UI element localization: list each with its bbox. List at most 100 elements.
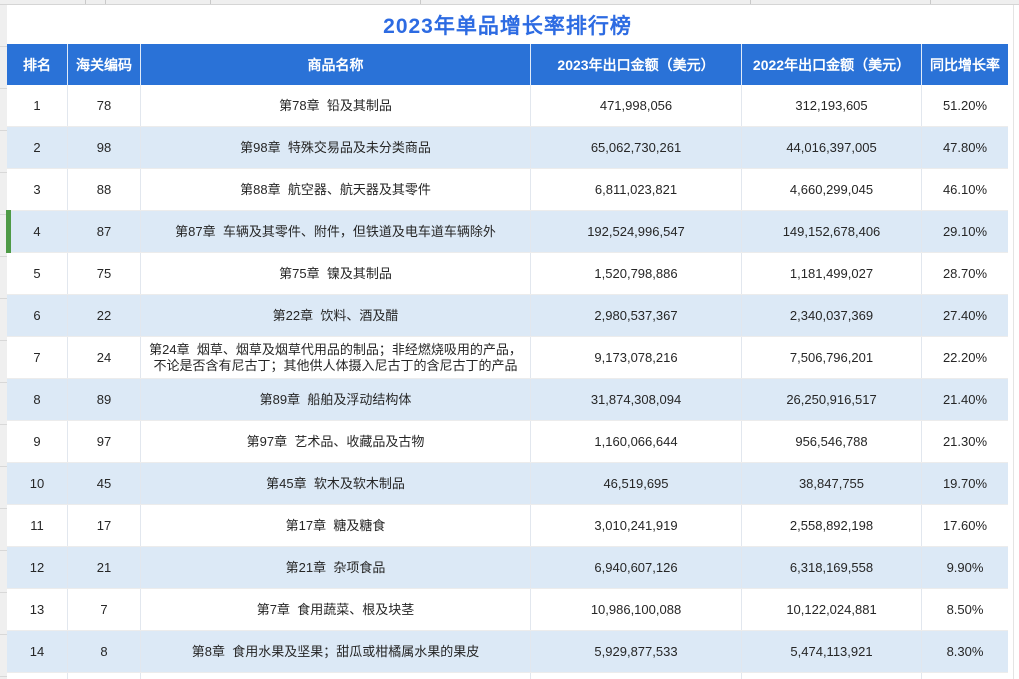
empty-cell[interactable] (68, 673, 141, 679)
cell-product-name[interactable]: 第88章 航空器、航天器及其零件 (141, 169, 531, 210)
cell-product-name[interactable]: 第17章 糖及糖食 (141, 505, 531, 546)
cell-amount-2022[interactable]: 4,660,299,045 (742, 169, 922, 210)
cell-amount-2023[interactable]: 31,874,308,094 (531, 379, 742, 420)
cell-growth-rate[interactable]: 19.70% (942, 475, 988, 491)
cell-amount-2022[interactable]: 7,506,796,201 (742, 337, 922, 378)
cell-customs-code[interactable]: 97 (68, 421, 141, 462)
cell-product-name[interactable]: 第87章 车辆及其零件、附件，但铁道及电车道车辆除外 (141, 211, 531, 252)
cell-amount-2023[interactable]: 10,986,100,088 (531, 589, 742, 630)
cell-product-name[interactable]: 第78章 铅及其制品 (141, 85, 531, 126)
cell-rank[interactable]: 14 (7, 631, 68, 672)
cell-amount-2022[interactable]: 6,318,169,558 (742, 547, 922, 588)
cell-amount-2023[interactable]: 1,520,798,886 (531, 253, 742, 294)
cell-customs-code[interactable]: 89 (68, 379, 141, 420)
cell-amount-2022[interactable]: 2,558,892,198 (742, 505, 922, 546)
cell-amount-2023[interactable]: 471,998,056 (531, 85, 742, 126)
cell-amount-2023[interactable]: 1,160,066,644 (531, 421, 742, 462)
cell-amount-2022[interactable]: 44,016,397,005 (742, 127, 922, 168)
cell-amount-2022[interactable]: 26,250,916,517 (742, 379, 922, 420)
cell-customs-code[interactable]: 78 (68, 85, 141, 126)
cell-growth-rate[interactable]: 28.70% (942, 265, 988, 281)
empty-cell[interactable] (7, 673, 68, 679)
cell-customs-code[interactable]: 8 (68, 631, 141, 672)
cell-customs-code[interactable]: 7 (68, 589, 141, 630)
cell-amount-2023[interactable]: 6,940,607,126 (531, 547, 742, 588)
cell-growth-rate[interactable]: 21.30% (942, 433, 988, 449)
cell-amount-2022[interactable]: 10,122,024,881 (742, 589, 922, 630)
cell-rank[interactable]: 3 (7, 169, 68, 210)
table-row: 2 98 第98章 特殊交易品及未分类商品 65,062,730,261 44,… (7, 127, 1008, 169)
cell-growth-rate[interactable]: 17.60% (942, 517, 988, 533)
cell-amount-2022[interactable]: 1,181,499,027 (742, 253, 922, 294)
cell-customs-code[interactable]: 24 (68, 337, 141, 378)
cell-amount-2023[interactable]: 3,010,241,919 (531, 505, 742, 546)
header-amount-2022[interactable]: 2022年出口金额（美元） (742, 44, 922, 85)
header-growth-rate[interactable]: 同比增长率 (930, 56, 1000, 73)
cell-growth-rate[interactable]: 51.20% (942, 97, 988, 113)
cell-product-name[interactable]: 第89章 船舶及浮动结构体 (141, 379, 531, 420)
header-amount-2023[interactable]: 2023年出口金额（美元） (531, 44, 742, 85)
cell-product-name[interactable]: 第22章 饮料、酒及醋 (141, 295, 531, 336)
cell-rank[interactable]: 12 (7, 547, 68, 588)
cell-growth-rate[interactable]: 21.40% (942, 391, 988, 407)
cell-growth-rate[interactable]: 27.40% (942, 307, 988, 323)
cell-amount-2023[interactable]: 9,173,078,216 (531, 337, 742, 378)
cell-rank[interactable]: 13 (7, 589, 68, 630)
cell-rank[interactable]: 1 (7, 85, 68, 126)
empty-cell[interactable] (742, 673, 922, 679)
cell-amount-2023[interactable]: 5,929,877,533 (531, 631, 742, 672)
table-row: 3 88 第88章 航空器、航天器及其零件 6,811,023,821 4,66… (7, 169, 1008, 211)
header-rank[interactable]: 排名 (7, 44, 68, 85)
cell-rank[interactable]: 5 (7, 253, 68, 294)
cell-rank[interactable]: 9 (7, 421, 68, 462)
row-selection-indicator (6, 210, 11, 253)
cell-rank[interactable]: 2 (7, 127, 68, 168)
cell-amount-2022[interactable]: 149,152,678,406 (742, 211, 922, 252)
cell-product-name[interactable]: 第21章 杂项食品 (141, 547, 531, 588)
cell-customs-code[interactable]: 45 (68, 463, 141, 504)
cell-growth-rate[interactable]: 8.30% (946, 643, 984, 659)
empty-cell[interactable] (922, 673, 1008, 679)
cell-customs-code[interactable]: 75 (68, 253, 141, 294)
cell-amount-2023[interactable]: 6,811,023,821 (531, 169, 742, 210)
cell-customs-code[interactable]: 87 (68, 211, 141, 252)
header-product-name[interactable]: 商品名称 (141, 44, 531, 85)
cell-rank[interactable]: 4 (7, 211, 68, 252)
cell-amount-2022[interactable]: 38,847,755 (742, 463, 922, 504)
table-row: 4 87 第87章 车辆及其零件、附件，但铁道及电车道车辆除外 192,524,… (6, 210, 1008, 253)
cell-customs-code[interactable]: 21 (68, 547, 141, 588)
cell-rank[interactable]: 11 (7, 505, 68, 546)
cell-growth-rate[interactable]: 9.90% (946, 559, 984, 575)
cell-growth-rate[interactable]: 8.50% (946, 601, 984, 617)
cell-customs-code[interactable]: 88 (68, 169, 141, 210)
cell-amount-2023[interactable]: 2,980,537,367 (531, 295, 742, 336)
cell-amount-2022[interactable]: 312,193,605 (742, 85, 922, 126)
cell-rank[interactable]: 10 (7, 463, 68, 504)
cell-product-name[interactable]: 第8章 食用水果及坚果；甜瓜或柑橘属水果的果皮 (141, 631, 531, 672)
cell-customs-code[interactable]: 98 (68, 127, 141, 168)
cell-amount-2023[interactable]: 192,524,996,547 (531, 211, 742, 252)
cell-amount-2023[interactable]: 65,062,730,261 (531, 127, 742, 168)
header-customs-code[interactable]: 海关编码 (68, 44, 141, 85)
cell-amount-2022[interactable]: 5,474,113,921 (742, 631, 922, 672)
cell-growth-rate[interactable]: 29.10% (942, 223, 988, 239)
cell-product-name[interactable]: 第75章 镍及其制品 (141, 253, 531, 294)
cell-product-name[interactable]: 第7章 食用蔬菜、根及块茎 (141, 589, 531, 630)
cell-product-name[interactable]: 第98章 特殊交易品及未分类商品 (141, 127, 531, 168)
cell-rank[interactable]: 7 (7, 337, 68, 378)
cell-amount-2022[interactable]: 956,546,788 (742, 421, 922, 462)
cell-growth-rate[interactable]: 47.80% (942, 139, 988, 155)
cell-amount-2023[interactable]: 46,519,695 (531, 463, 742, 504)
cell-rank[interactable]: 8 (7, 379, 68, 420)
cell-growth-rate[interactable]: 22.20% (942, 349, 988, 365)
cell-amount-2022[interactable]: 2,340,037,369 (742, 295, 922, 336)
cell-product-name[interactable]: 第97章 艺术品、收藏品及古物 (141, 421, 531, 462)
cell-growth-rate[interactable]: 46.10% (942, 181, 988, 197)
empty-cell[interactable] (531, 673, 742, 679)
cell-rank[interactable]: 6 (7, 295, 68, 336)
cell-product-name[interactable]: 第45章 软木及软木制品 (141, 463, 531, 504)
cell-customs-code[interactable]: 17 (68, 505, 141, 546)
cell-product-name[interactable]: 第24章 烟草、烟草及烟草代用品的制品；非经燃烧吸用的产品，不论是否含有尼古丁；… (141, 337, 531, 378)
cell-customs-code[interactable]: 22 (68, 295, 141, 336)
empty-cell[interactable] (141, 673, 531, 679)
